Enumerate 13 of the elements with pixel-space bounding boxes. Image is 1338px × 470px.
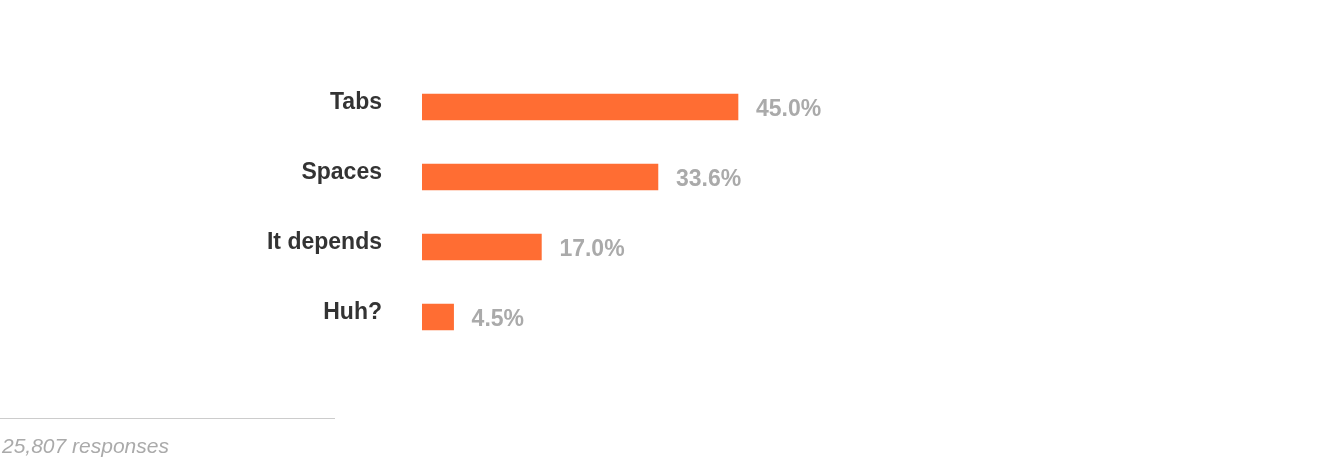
data-label: 45.0%: [756, 95, 822, 122]
bar: [422, 233, 542, 261]
bar: [422, 93, 739, 121]
bar: [422, 303, 454, 331]
y-tick-label: Tabs: [330, 88, 382, 115]
data-label: 33.6%: [675, 165, 742, 192]
y-tick-label: Spaces: [301, 158, 382, 185]
y-tick-label: Huh?: [323, 298, 382, 325]
data-label: 17.0%: [559, 235, 625, 262]
text: 25,807 responses: [2, 434, 169, 458]
y-tick-label: It depends: [266, 228, 382, 255]
data-label: 4.5%: [471, 305, 525, 332]
bar: [422, 163, 659, 191]
